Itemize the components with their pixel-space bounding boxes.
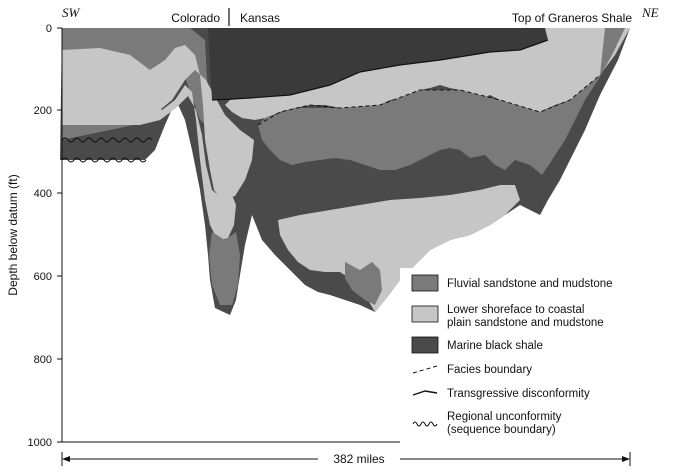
legend-label-transgressive-disconformity: Transgressive disconformity [447,388,590,400]
legend-swatch-shoreface [411,305,439,323]
legend-label-shoreface-line2: plain sandstone and mudstone [447,317,604,329]
marine-shale-upper-ne [208,28,548,100]
legend: Fluvial sandstone and mudstone Lower sho… [400,268,632,448]
shoreface-region-sw-lower [62,85,236,240]
distance-scale: 382 miles [61,452,631,466]
legend-item-regional-unconformity: Regional unconformity (sequence boundary… [412,411,562,436]
legend-wavy-line-symbol [412,421,438,427]
legend-label-shoreface-line1: Lower shoreface to coastal [447,304,584,316]
y-axis: 0 200 400 600 800 1000 Depth below datum… [6,23,63,449]
ne-direction-label: NE [641,5,659,20]
legend-label-regional-unconformity-line2: (sequence boundary) [447,424,556,436]
facies-boundary-line [257,74,601,126]
state-label-colorado: Colorado [171,11,220,25]
legend-item-facies-boundary: Facies boundary [412,364,532,376]
sw-direction-label: SW [62,5,81,20]
state-label-kansas: Kansas [240,11,280,25]
legend-label-regional-unconformity-line1: Regional unconformity [447,411,562,423]
legend-swatch-fluvial [411,274,439,292]
regional-unconformity-line-sw [61,137,153,143]
shoreface-region-sw [62,45,254,200]
y-tick-200: 200 [34,105,52,117]
fluvial-region-trough [209,232,240,305]
legend-swatch-marine-shale [411,336,439,354]
y-tick-1000: 1000 [28,437,52,449]
y-tick-600: 600 [34,271,52,283]
legend-item-transgressive-disconformity: Transgressive disconformity [412,388,590,400]
boundary-lines [61,39,601,163]
legend-label-fluvial: Fluvial sandstone and mudstone [447,278,613,290]
y-tick-400: 400 [34,188,52,200]
legend-label-facies-boundary: Facies boundary [447,364,532,376]
header: SW Colorado Kansas Top of Graneros Shale… [62,5,659,26]
transgressive-disconformity-line [211,39,549,101]
cross-section-body [60,28,630,315]
shoreface-region-ne-upper [225,28,630,120]
legend-label-marine-shale: Marine black shale [447,340,543,352]
y-tick-800: 800 [34,354,52,366]
y-axis-label: Depth below datum (ft) [6,174,20,295]
legend-item-fluvial: Fluvial sandstone and mudstone [411,274,613,292]
shoreface-region-central [278,185,520,312]
distance-label: 382 miles [333,452,384,466]
regional-unconformity-line-base [61,157,147,163]
legend-item-shoreface: Lower shoreface to coastal plain sandsto… [411,304,604,329]
datum-label: Top of Graneros Shale [512,11,632,25]
legend-item-marine-shale: Marine black shale [411,336,543,354]
fluvial-region-central-low [345,262,382,305]
fluvial-region-ne [258,28,625,175]
y-tick-0: 0 [46,23,52,35]
legend-solid-line-symbol [412,390,438,396]
